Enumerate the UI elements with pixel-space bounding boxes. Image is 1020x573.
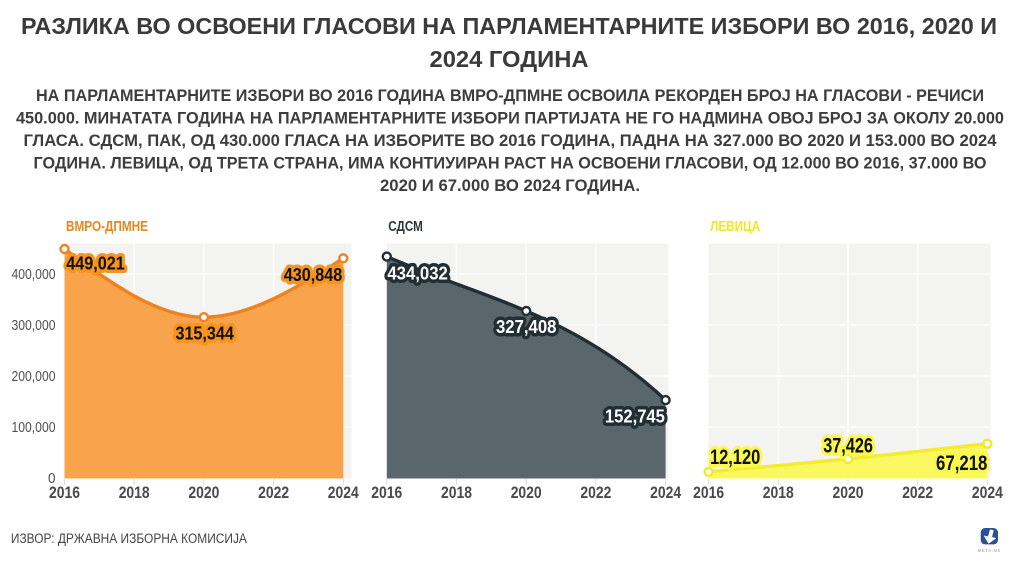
svg-text:2020: 2020: [511, 484, 542, 502]
svg-text:2020: 2020: [188, 484, 219, 502]
svg-text:2018: 2018: [119, 484, 150, 502]
svg-text:2022: 2022: [580, 484, 611, 502]
svg-text:2018: 2018: [763, 484, 794, 502]
svg-text:ИЗВОР: ДРЖАВНА ИЗБОРНА КОМИСИЈ: ИЗВОР: ДРЖАВНА ИЗБОРНА КОМИСИЈА: [11, 531, 247, 546]
svg-text:2020 И 67.000 ВО 2024 ГОДИНА.: 2020 И 67.000 ВО 2024 ГОДИНА.: [380, 176, 640, 195]
svg-text:2024: 2024: [650, 484, 681, 502]
svg-text:2016: 2016: [49, 484, 80, 502]
svg-text:ЛЕВИЦА: ЛЕВИЦА: [710, 219, 760, 235]
svg-text:100,000: 100,000: [12, 420, 56, 436]
svg-text:2024: 2024: [328, 484, 359, 502]
svg-text:0: 0: [48, 471, 56, 487]
svg-text:37,426: 37,426: [823, 434, 873, 457]
svg-text:315,344: 315,344: [175, 323, 234, 344]
svg-text:2016: 2016: [693, 484, 724, 502]
svg-text:434,032: 434,032: [387, 263, 448, 284]
svg-text:2018: 2018: [441, 484, 472, 502]
svg-text:2022: 2022: [902, 484, 933, 502]
svg-text:СДСМ: СДСМ: [388, 219, 423, 235]
svg-text:2024: 2024: [972, 484, 1003, 502]
svg-text:450.000. МИНАТАТА ГОДИНА НА ПА: 450.000. МИНАТАТА ГОДИНА НА ПАРЛАМЕНТАРН…: [16, 109, 1004, 128]
svg-text:327,408: 327,408: [496, 316, 557, 337]
svg-text:ГОДИНА. ЛЕВИЦА, ОД ТРЕТА СТРАН: ГОДИНА. ЛЕВИЦА, ОД ТРЕТА СТРАНА, ИМА КОН…: [34, 154, 987, 173]
svg-text:400,000: 400,000: [12, 267, 56, 283]
svg-text:200,000: 200,000: [12, 369, 56, 385]
svg-text:2022: 2022: [258, 484, 289, 502]
svg-text:449,021: 449,021: [66, 253, 125, 274]
svg-text:300,000: 300,000: [12, 318, 56, 334]
svg-text:2016: 2016: [371, 484, 402, 502]
svg-text:НА ПАРЛАМЕНТАРНИТЕ ИЗБОРИ ВО 2: НА ПАРЛАМЕНТАРНИТЕ ИЗБОРИ ВО 2016 ГОДИНА…: [36, 86, 984, 105]
svg-text:67,218: 67,218: [936, 452, 988, 475]
svg-text:ГЛАСА. СДСМ, ПАК, ОД 430.000 Г: ГЛАСА. СДСМ, ПАК, ОД 430.000 ГЛАСА НА ИЗ…: [24, 131, 998, 150]
svg-text:12,120: 12,120: [710, 446, 760, 469]
svg-text:МЕТА.МК: МЕТА.МК: [978, 548, 1001, 553]
svg-text:2024 ГОДИНА: 2024 ГОДИНА: [430, 46, 589, 72]
svg-text:РАЗЛИКА ВО ОСВОЕНИ ГЛАСОВИ НА: РАЗЛИКА ВО ОСВОЕНИ ГЛАСОВИ НА ПАРЛАМЕНТА…: [21, 13, 997, 39]
svg-text:430,848: 430,848: [284, 264, 343, 285]
svg-text:2020: 2020: [833, 484, 864, 502]
svg-text:152,745: 152,745: [605, 405, 665, 426]
svg-text:ВМРО-ДПМНЕ: ВМРО-ДПМНЕ: [66, 219, 148, 235]
